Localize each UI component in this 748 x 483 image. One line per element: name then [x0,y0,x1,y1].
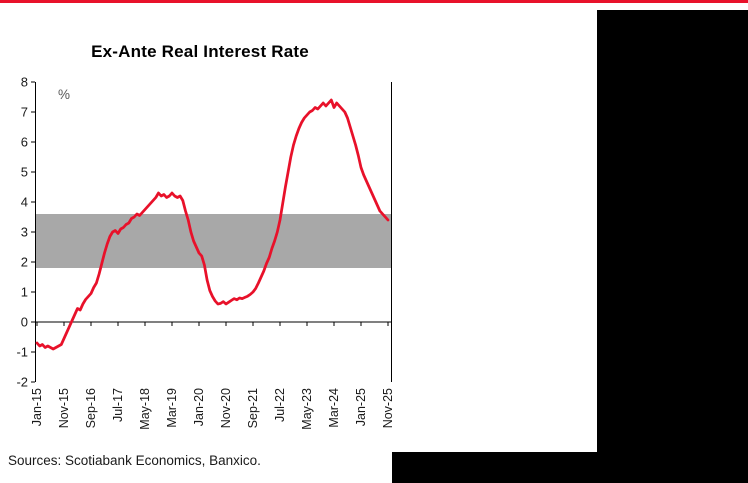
x-tick-label: May-23 [300,388,314,430]
y-tick-label: 1 [21,285,28,300]
x-tick-label: Jul-17 [111,388,125,422]
x-tick-label: Nov-20 [219,388,233,428]
source-note: Sources: Scotiabank Economics, Banxico. [8,453,261,468]
x-tick-label: Nov-25 [381,388,395,428]
x-tick-label: May-18 [138,388,152,430]
x-tick-label: Sep-21 [246,388,260,428]
y-tick-label: 0 [21,315,28,330]
x-tick-label: Mar-19 [165,388,179,428]
y-tick-label: 4 [21,195,28,210]
chart-title: Ex-Ante Real Interest Rate [91,42,309,61]
real-rate-line [35,98,390,351]
black-panel-right [597,10,748,483]
y-tick-label: 3 [21,225,28,240]
y-tick-label: 7 [21,105,28,120]
shaded-range-band [35,214,392,268]
x-tick-label: Jul-22 [273,388,287,422]
black-panel-bottom [392,452,748,483]
top-red-rule [0,0,748,3]
y-tick-label: 5 [21,165,28,180]
x-tick-label: Sep-16 [84,388,98,428]
y-tick-label: -1 [16,345,28,360]
y-tick-label: 6 [21,135,28,150]
x-tick-label: Jan-15 [30,388,44,426]
y-tick-label: 2 [21,255,28,270]
y-axis-unit-label: % [58,87,70,102]
y-tick-label: 8 [21,75,28,90]
x-tick-label: Nov-15 [57,388,71,428]
x-tick-label: Jan-25 [354,388,368,426]
x-tick-label: Mar-24 [327,388,341,428]
x-tick-label: Jan-20 [192,388,206,426]
y-tick-label: -2 [16,375,28,390]
